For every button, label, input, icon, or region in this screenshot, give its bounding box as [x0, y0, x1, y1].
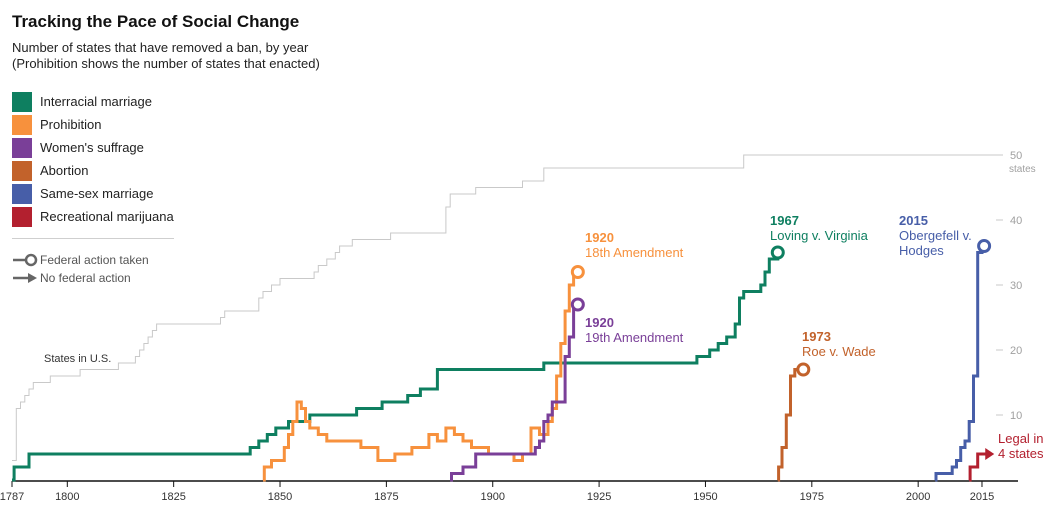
x-tick-label: 1975	[800, 491, 824, 503]
states-in-us-label: States in U.S.	[44, 353, 111, 365]
legend-swatch	[12, 183, 32, 204]
legend-item-marijuana: Recreational marijuana	[12, 205, 174, 228]
legend-item-prohibition: Prohibition	[12, 113, 174, 136]
suffrage-line	[450, 303, 578, 482]
x-tick-label: 1875	[374, 491, 398, 503]
ssm-end-marker	[977, 239, 992, 253]
interracial-annotation-year: 1967	[770, 213, 799, 228]
circle-marker-icon	[13, 253, 38, 267]
y-tick-label: 50	[1010, 150, 1022, 162]
legend-swatch	[12, 206, 32, 227]
abortion-line	[777, 368, 804, 482]
chart-subtitle: Number of states that have removed a ban…	[12, 40, 320, 72]
ssm-line	[934, 244, 985, 482]
suffrage-annotation-text: 19th Amendment	[585, 330, 684, 345]
prohibition-annotation-text: 18th Amendment	[585, 245, 684, 260]
interracial-annotation-text: Loving v. Virginia	[770, 228, 869, 243]
legend-item-suffrage: Women's suffrage	[12, 136, 174, 159]
x-tick-label: 2000	[906, 491, 930, 503]
subtitle-line-2: (Prohibition shows the number of states …	[12, 56, 320, 71]
legend-divider	[12, 238, 174, 239]
subtitle-line-1: Number of states that have removed a ban…	[12, 40, 309, 55]
legend-swatch	[12, 160, 32, 181]
legend-label: Recreational marijuana	[40, 209, 174, 224]
legend-label: Women's suffrage	[40, 140, 144, 155]
abortion-end-marker	[796, 362, 811, 377]
legend-label: Same-sex marriage	[40, 186, 154, 201]
prohibition-line	[262, 270, 578, 482]
prohibition-annotation-year: 1920	[585, 230, 614, 245]
x-tick-label: 1850	[268, 491, 292, 503]
legend-label: Prohibition	[40, 117, 102, 132]
ssm-annotation-text: Hodges	[899, 243, 944, 258]
y-tick-label: 40	[1010, 215, 1022, 227]
ssm-annotation-year: 2015	[899, 213, 928, 228]
key-federal-action: Federal action taken	[12, 253, 149, 267]
states-in-us-line	[12, 154, 999, 461]
legend-swatch	[12, 137, 32, 158]
x-tick-label: 1900	[480, 491, 504, 503]
abortion-annotation-year: 1973	[802, 329, 831, 344]
legend-label: Interracial marriage	[40, 94, 152, 109]
legend-item-abortion: Abortion	[12, 159, 174, 182]
marijuana-annotation-text: 4 states	[998, 446, 1044, 461]
x-tick-label: 1800	[55, 491, 79, 503]
x-tick-label: 2015	[970, 491, 994, 503]
marijuana-line	[968, 452, 987, 482]
marijuana-annotation-text: Legal in	[998, 431, 1044, 446]
ssm-annotation-text: Obergefell v.	[899, 228, 972, 243]
legend-label: Abortion	[40, 163, 89, 178]
x-tick-label: 1925	[587, 491, 611, 503]
marijuana-end-arrow	[985, 448, 995, 460]
legend-item-interracial: Interracial marriage	[12, 90, 174, 113]
y-tick-label: 20	[1010, 345, 1022, 357]
chart-title: Tracking the Pace of Social Change	[12, 12, 300, 31]
x-tick-label: 1787	[0, 491, 24, 503]
y-unit-label: states	[1009, 164, 1036, 175]
interracial-end-marker	[770, 245, 785, 260]
suffrage-end-marker	[570, 297, 585, 312]
key-federal-label: Federal action taken	[40, 253, 149, 267]
x-tick-label: 1950	[693, 491, 717, 503]
legend: Interracial marriage Prohibition Women's…	[12, 90, 174, 228]
key-no-federal-action: No federal action	[12, 271, 131, 285]
y-tick-label: 30	[1010, 280, 1022, 292]
x-tick-label: 1825	[161, 491, 185, 503]
prohibition-end-marker	[570, 265, 585, 279]
key-no-federal-label: No federal action	[40, 271, 131, 285]
legend-swatch	[12, 114, 32, 135]
legend-item-same-sex-marriage: Same-sex marriage	[12, 182, 174, 205]
arrow-marker-icon	[13, 273, 37, 283]
y-tick-label: 10	[1010, 410, 1022, 422]
interracial-line	[12, 252, 780, 482]
suffrage-annotation-year: 1920	[585, 315, 614, 330]
abortion-annotation-text: Roe v. Wade	[802, 344, 876, 359]
legend-swatch	[12, 91, 32, 112]
